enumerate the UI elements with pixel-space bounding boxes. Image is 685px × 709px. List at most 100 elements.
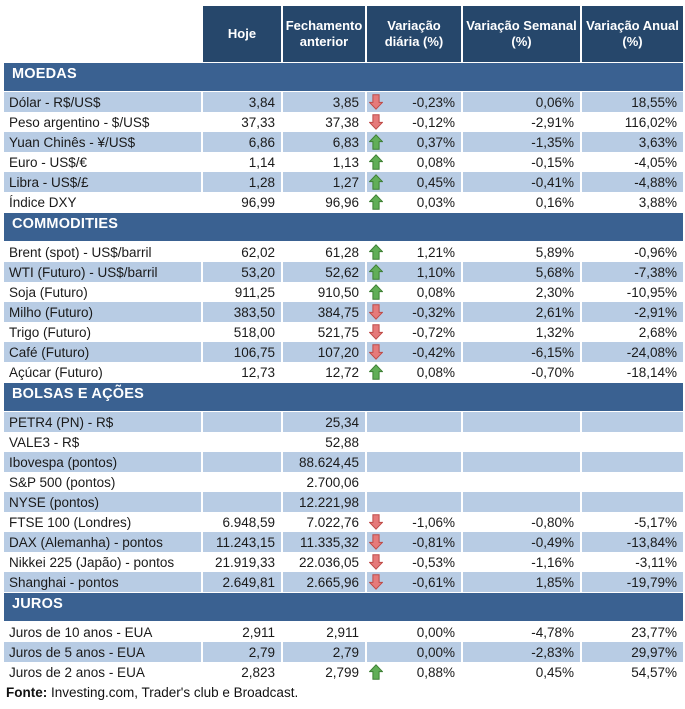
cell-hoje[interactable]: 2,911 [242, 624, 275, 640]
row-label-cell[interactable]: Trigo (Futuro) [4, 322, 201, 342]
column-header-variacao-diaria[interactable]: Variação diária (%) [367, 6, 461, 62]
cell-variacao-anual[interactable]: 3,88% [638, 194, 677, 210]
cell-variacao-semanal[interactable]: 0,45% [535, 664, 574, 680]
row-label-cell[interactable]: Café (Futuro) [4, 342, 201, 362]
cell-hoje[interactable]: 21.919,33 [214, 554, 275, 570]
cell-hoje[interactable]: 12,73 [241, 364, 275, 380]
cell-hoje[interactable]: 1,14 [248, 154, 275, 170]
cell-variacao-diaria[interactable]: 0,37% [367, 132, 461, 152]
cell-fechamento-anterior[interactable]: 12,72 [325, 364, 359, 380]
cell-variacao-diaria[interactable] [367, 492, 461, 512]
cell-variacao-semanal[interactable]: -0,80% [531, 514, 574, 530]
cell-variacao-diaria[interactable]: 0,00% [367, 642, 461, 662]
row-label-cell[interactable]: Juros de 5 anos - EUA [4, 642, 201, 662]
cell-variacao-semanal[interactable]: 0,06% [463, 92, 580, 112]
cell-variacao-anual[interactable]: 18,55% [582, 92, 683, 112]
cell-fechamento-anterior[interactable]: 52,88 [325, 434, 359, 450]
cell-variacao-anual[interactable]: -4,05% [634, 154, 677, 170]
cell-fechamento-anterior[interactable]: 52,62 [283, 262, 365, 282]
cell-fechamento-anterior[interactable]: 384,75 [283, 302, 365, 322]
cell-variacao-diaria[interactable]: -0,61% [367, 572, 461, 592]
cell-variacao-semanal[interactable]: -2,83% [463, 642, 580, 662]
cell-fechamento-anterior[interactable]: 2.665,96 [283, 572, 365, 592]
cell-fechamento-anterior[interactable]: 2,79 [283, 642, 365, 662]
cell-fechamento-anterior[interactable]: 3,85 [283, 92, 365, 112]
cell-variacao-anual[interactable] [582, 452, 683, 472]
cell-fechamento-anterior[interactable]: 6,83 [283, 132, 365, 152]
cell-hoje[interactable]: 106,75 [203, 342, 281, 362]
cell-variacao-anual[interactable] [582, 492, 683, 512]
cell-hoje[interactable]: 383,50 [203, 302, 281, 322]
row-label-cell[interactable]: FTSE 100 (Londres) [4, 512, 201, 532]
cell-variacao-diaria[interactable]: 1,10% [367, 262, 461, 282]
row-label-cell[interactable]: DAX (Alemanha) - pontos [4, 532, 201, 552]
cell-variacao-anual[interactable] [582, 432, 683, 452]
cell-variacao-semanal[interactable] [463, 412, 580, 432]
cell-variacao-diaria[interactable] [367, 452, 461, 472]
cell-variacao-anual[interactable]: -3,11% [635, 554, 677, 570]
cell-variacao-diaria[interactable]: -0,81% [367, 532, 461, 552]
cell-variacao-semanal[interactable] [463, 472, 580, 492]
cell-variacao-anual[interactable]: -13,84% [582, 532, 683, 552]
cell-variacao-diaria[interactable]: 0,45% [367, 172, 461, 192]
cell-variacao-semanal[interactable]: 5,89% [535, 244, 574, 260]
cell-variacao-diaria[interactable]: 1,21% [367, 242, 461, 262]
cell-hoje[interactable]: 518,00 [233, 324, 275, 340]
cell-variacao-semanal[interactable]: -1,16% [531, 554, 574, 570]
cell-variacao-semanal[interactable]: -6,15% [463, 342, 580, 362]
row-label-cell[interactable]: S&P 500 (pontos) [4, 472, 201, 492]
row-label-cell[interactable]: Soja (Futuro) [4, 282, 201, 302]
cell-variacao-semanal[interactable]: -0,70% [531, 364, 574, 380]
cell-fechamento-anterior[interactable]: 37,38 [325, 114, 359, 130]
row-label-cell[interactable]: Shanghai - pontos [4, 572, 201, 592]
cell-fechamento-anterior[interactable]: 2.700,06 [306, 474, 359, 490]
cell-variacao-diaria[interactable]: 0,08% [367, 282, 461, 302]
row-label-cell[interactable]: Dólar - R$/US$ [4, 92, 201, 112]
cell-variacao-diaria[interactable]: 0,00% [367, 622, 461, 642]
cell-hoje[interactable] [203, 452, 281, 472]
cell-variacao-diaria[interactable]: 0,08% [367, 152, 461, 172]
cell-hoje[interactable]: 2,79 [203, 642, 281, 662]
cell-variacao-anual[interactable]: 2,68% [638, 324, 677, 340]
cell-variacao-diaria[interactable]: -0,32% [367, 302, 461, 322]
cell-variacao-diaria[interactable]: -1,06% [367, 512, 461, 532]
cell-variacao-anual[interactable]: -7,38% [582, 262, 683, 282]
cell-hoje[interactable]: 96,99 [241, 194, 275, 210]
cell-fechamento-anterior[interactable]: 96,96 [325, 194, 359, 210]
cell-variacao-anual[interactable]: 23,77% [631, 624, 677, 640]
row-label-cell[interactable]: Milho (Futuro) [4, 302, 201, 322]
cell-variacao-anual[interactable]: -24,08% [582, 342, 683, 362]
cell-variacao-anual[interactable]: -19,79% [582, 572, 683, 592]
cell-fechamento-anterior[interactable]: 22.036,05 [298, 554, 359, 570]
row-label-cell[interactable]: Brent (spot) - US$/barril [4, 242, 201, 262]
cell-variacao-semanal[interactable] [463, 452, 580, 472]
cell-hoje[interactable]: 6.948,59 [222, 514, 275, 530]
cell-variacao-semanal[interactable]: -0,15% [531, 154, 574, 170]
cell-variacao-semanal[interactable] [463, 492, 580, 512]
column-header-fechamento-anterior[interactable]: Fechamento anterior [283, 6, 365, 62]
cell-fechamento-anterior[interactable]: 61,28 [325, 244, 359, 260]
row-label-cell[interactable]: VALE3 - R$ [4, 432, 201, 452]
section-header[interactable]: MOEDAS [4, 62, 683, 92]
cell-hoje[interactable]: 37,33 [241, 114, 275, 130]
cell-variacao-diaria[interactable]: 0,08% [367, 362, 461, 382]
cell-variacao-diaria[interactable] [367, 432, 461, 452]
row-label-cell[interactable]: Libra - US$/£ [4, 172, 201, 192]
row-label-cell[interactable]: Açúcar (Futuro) [4, 362, 201, 382]
cell-variacao-anual[interactable]: -5,17% [634, 514, 677, 530]
row-label-cell[interactable]: Yuan Chinês - ¥/US$ [4, 132, 201, 152]
cell-hoje[interactable]: 1,28 [203, 172, 281, 192]
cell-variacao-semanal[interactable]: 2,61% [463, 302, 580, 322]
row-label-cell[interactable]: WTI (Futuro) - US$/barril [4, 262, 201, 282]
cell-hoje[interactable]: 2.649,81 [203, 572, 281, 592]
cell-fechamento-anterior[interactable]: 2,911 [326, 624, 359, 640]
cell-variacao-diaria[interactable]: -0,72% [367, 322, 461, 342]
cell-variacao-anual[interactable]: -4,88% [582, 172, 683, 192]
cell-variacao-anual[interactable] [582, 412, 683, 432]
cell-hoje[interactable]: 53,20 [203, 262, 281, 282]
cell-variacao-semanal[interactable]: -4,78% [531, 624, 574, 640]
cell-variacao-semanal[interactable]: -2,91% [531, 114, 574, 130]
cell-variacao-anual[interactable]: -2,91% [582, 302, 683, 322]
row-label-cell[interactable]: Euro - US$/€ [4, 152, 201, 172]
row-label-cell[interactable]: Ibovespa (pontos) [4, 452, 201, 472]
